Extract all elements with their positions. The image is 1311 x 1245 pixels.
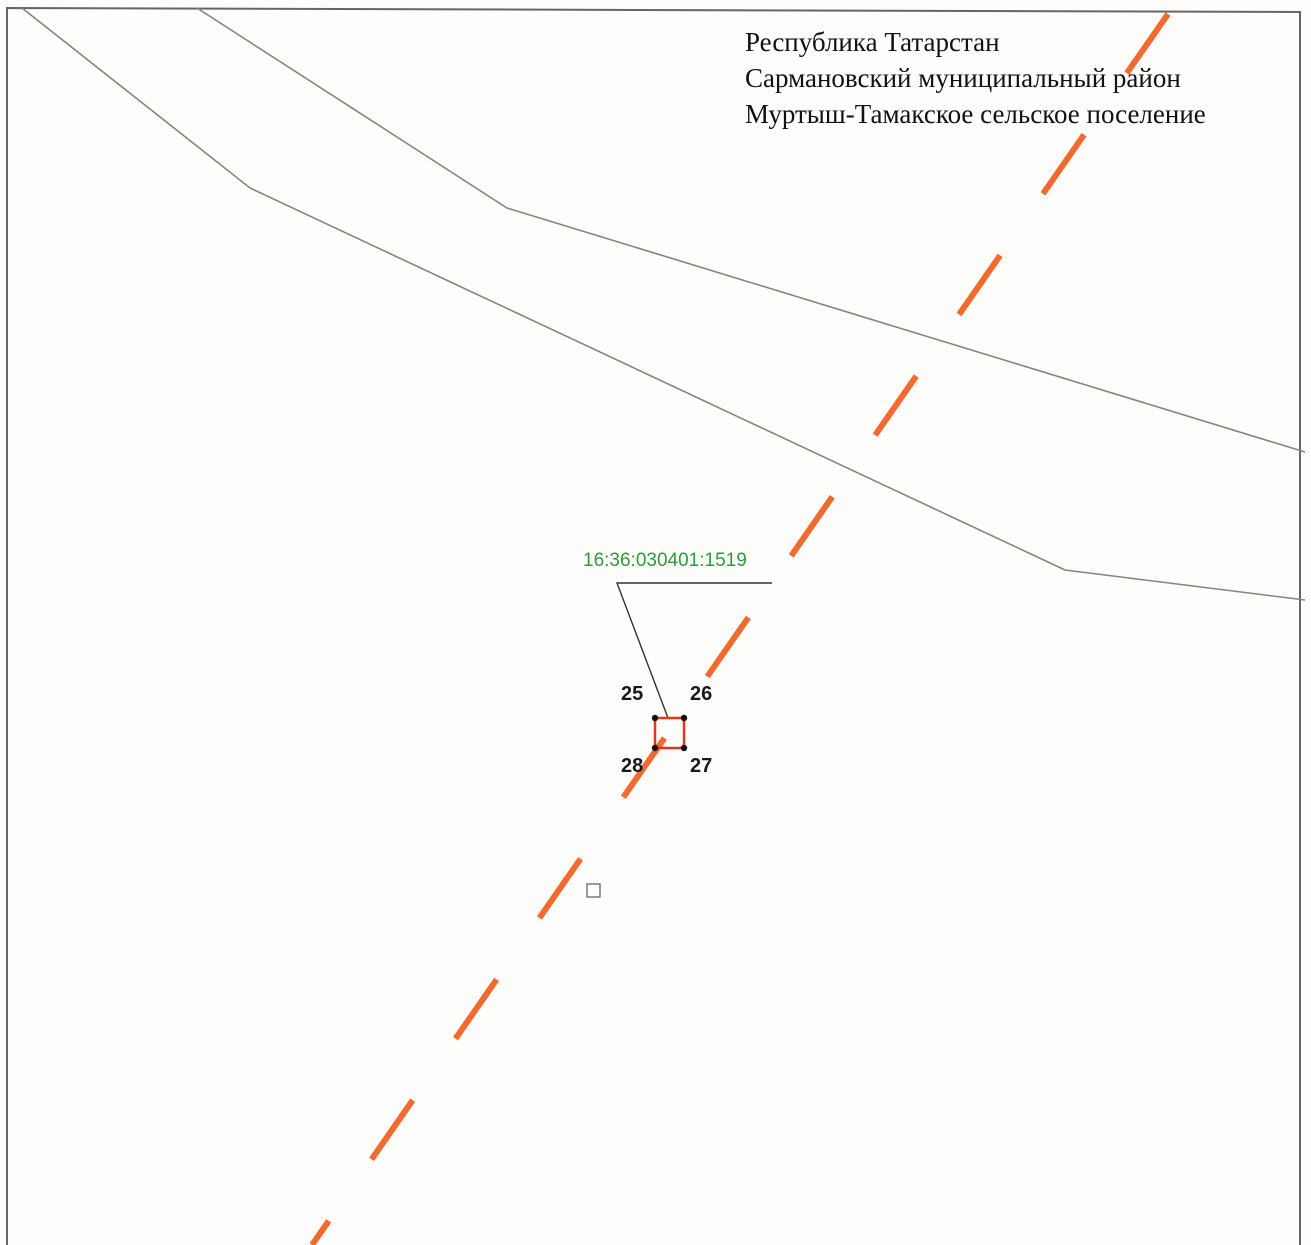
vertex-26[interactable]: [680, 714, 688, 722]
point-label-26: 26: [690, 683, 713, 705]
dashed-boundary-line: [309, 12, 1171, 1245]
road-line-lower: [21, 7, 1306, 601]
vertex-25[interactable]: [651, 714, 659, 722]
map-frame-border: [6, 6, 1301, 1245]
header-district: Сармановский муниципальный район: [745, 63, 1181, 93]
vertex-28[interactable]: [651, 744, 659, 752]
parcel-cadastral-number: 16:36:030401:1519: [583, 550, 747, 571]
point-label-27: 27: [690, 755, 713, 777]
parcel-leader-line: [615, 582, 772, 719]
road-line-upper: [196, 7, 1306, 453]
header-region: Республика Татарстан: [745, 27, 1000, 57]
parcel-outline[interactable]: [653, 716, 686, 750]
header-settlement: Муртыш-Тамакское сельское поселение: [745, 99, 1206, 129]
map-header: Республика Татарстан Сармановский муници…: [745, 24, 1206, 132]
point-label-28: 28: [621, 755, 644, 777]
small-square-marker: [586, 883, 601, 898]
point-label-25: 25: [621, 683, 644, 705]
vertex-27[interactable]: [680, 744, 688, 752]
